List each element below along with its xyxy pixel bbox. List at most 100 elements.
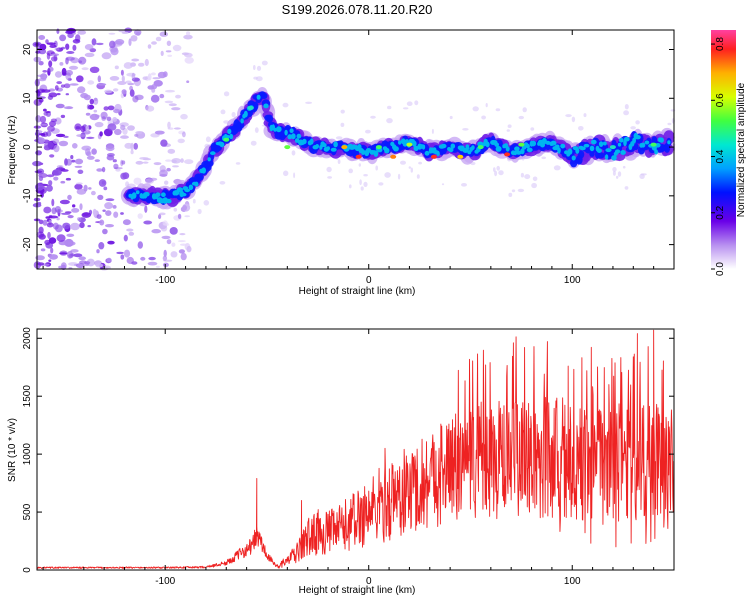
noise-blob <box>61 67 67 76</box>
ridge-blob <box>554 144 560 149</box>
noise-blob <box>38 35 46 40</box>
noise-blob <box>100 111 108 120</box>
ridge-blob <box>651 136 658 144</box>
noise-blob <box>55 103 65 109</box>
ridge-blob <box>465 144 470 151</box>
noise-blob <box>183 34 193 40</box>
noise-blob <box>99 219 105 226</box>
noise-blob <box>89 98 95 105</box>
ridge-blob <box>402 142 408 147</box>
noise-blob <box>180 252 187 261</box>
hot-spot <box>518 142 525 147</box>
noise-blob <box>123 62 133 69</box>
noise-blob <box>81 212 92 218</box>
hot-spot <box>430 154 437 159</box>
noise-blob <box>87 80 95 85</box>
ridge-blob <box>273 127 277 132</box>
ridge-blob <box>180 192 187 197</box>
noise-blob <box>186 245 192 253</box>
noise-blob <box>184 159 194 165</box>
ridge-blob <box>276 126 282 133</box>
noise-blob <box>171 107 181 111</box>
ridge-blob <box>227 128 232 135</box>
noise-blob <box>85 125 90 132</box>
noise-blob <box>60 212 71 215</box>
noise-blob <box>64 158 68 166</box>
noise-blob <box>327 176 332 179</box>
ridge-blob <box>641 142 646 148</box>
noise-blob <box>120 254 125 260</box>
noise-blob <box>163 249 167 257</box>
noise-blob <box>235 162 241 165</box>
noise-blob <box>131 72 136 81</box>
noise-blob <box>102 228 108 235</box>
ridge-blob <box>602 141 607 146</box>
noise-blob <box>99 131 103 137</box>
noise-blob <box>121 75 125 83</box>
noise-blob <box>293 172 296 179</box>
noise-blob <box>127 125 135 131</box>
noise-blob <box>154 130 165 135</box>
ridge-blob <box>583 143 590 148</box>
noise-blob <box>159 169 168 177</box>
noise-blob <box>67 194 72 200</box>
noise-blob <box>166 167 171 172</box>
ridge-blob <box>289 128 294 133</box>
x-tick-label: -100 <box>155 576 175 587</box>
noise-blob <box>402 107 409 110</box>
noise-blob <box>223 91 230 97</box>
noise-blob <box>66 51 75 54</box>
colorbar-tick-label: 0.2 <box>715 205 726 219</box>
noise-blob <box>182 131 186 138</box>
ridge-blob <box>520 148 525 155</box>
noise-blob <box>50 247 54 254</box>
noise-blob <box>144 58 149 67</box>
noise-blob <box>95 42 104 46</box>
noise-blob <box>125 80 132 84</box>
snr-marks <box>36 329 675 569</box>
ridge-blob <box>567 148 573 155</box>
ridge-blob <box>557 147 561 154</box>
snr-ylabel: SNR (10 * v/v) <box>7 418 18 482</box>
noise-blob <box>79 222 85 229</box>
noise-blob <box>172 165 179 168</box>
noise-blob <box>46 42 56 45</box>
ridge-blob <box>596 148 602 154</box>
hot-spot <box>341 145 348 150</box>
ridge-blob <box>623 139 627 147</box>
ridge-blob <box>260 92 268 99</box>
noise-blob <box>161 235 171 240</box>
ridge-blob <box>194 181 199 187</box>
ridge-blob <box>667 140 671 145</box>
noise-blob <box>91 38 97 46</box>
hot-spot <box>355 154 362 159</box>
ridge-blob <box>633 143 639 151</box>
noise-blob <box>121 31 129 34</box>
noise-blob <box>197 208 202 215</box>
noise-blob <box>616 175 619 179</box>
noise-blob <box>84 52 95 58</box>
noise-blob <box>37 262 45 266</box>
noise-blob <box>617 171 622 177</box>
noise-blob <box>40 123 48 126</box>
noise-blob <box>101 166 106 173</box>
noise-blob <box>67 32 74 39</box>
noise-blob <box>123 249 131 258</box>
noise-blob <box>160 139 168 147</box>
noise-blob <box>517 188 525 193</box>
noise-blob <box>530 127 535 131</box>
noise-blob <box>75 34 81 42</box>
ridge-blob <box>623 136 630 142</box>
noise-blob <box>96 249 100 254</box>
noise-blob <box>114 128 122 136</box>
noise-blob <box>531 182 537 189</box>
colorbar-gradient <box>711 30 736 269</box>
noise-blob <box>84 44 94 50</box>
ridge-blob <box>611 155 617 161</box>
noise-blob <box>79 203 83 211</box>
noise-blob <box>167 121 171 129</box>
noise-blob <box>522 107 527 113</box>
spectrogram-frame <box>36 29 675 270</box>
